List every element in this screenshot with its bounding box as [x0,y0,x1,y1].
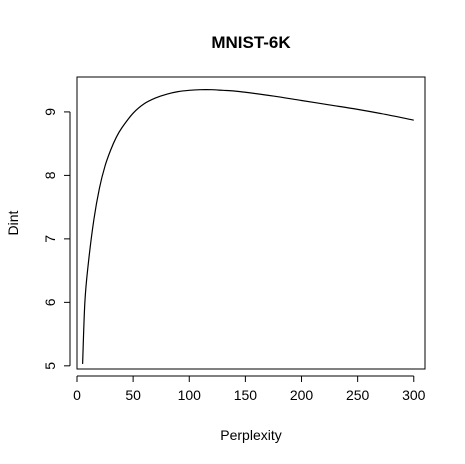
x-tick-label: 0 [73,387,81,403]
y-tick-label: 9 [42,108,58,116]
y-axis-label: Dint [5,210,21,235]
plot-area [76,76,426,370]
x-axis-label: Perplexity [220,427,281,443]
y-tick-label: 5 [42,362,58,370]
x-tick-label: 300 [402,387,426,403]
x-tick-label: 150 [234,387,258,403]
x-axis: 0 50 100 150 200 250 300 [73,375,426,403]
x-tick-label: 100 [178,387,202,403]
y-axis: 5 6 7 8 9 [42,108,71,370]
chart-title: MNIST-6K [211,33,291,52]
x-tick-label: 200 [290,387,314,403]
series-layer [82,89,414,364]
x-tick-label: 250 [346,387,370,403]
x-tick-label: 50 [125,387,141,403]
y-tick-label: 6 [42,298,58,306]
y-tick-label: 8 [42,171,58,179]
series-line [82,89,414,364]
y-tick-label: 7 [42,235,58,243]
